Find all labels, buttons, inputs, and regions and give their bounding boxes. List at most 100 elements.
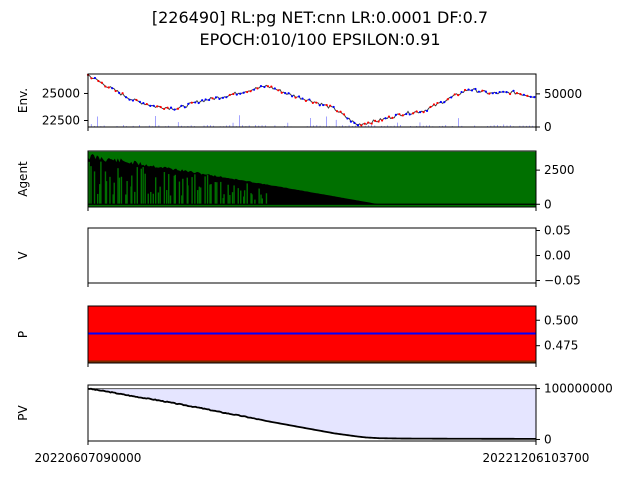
action-marker [190,101,193,104]
env-left-tick-label: 25000 [42,86,80,100]
action-marker [145,102,148,106]
action-marker [429,105,432,109]
action-marker [512,89,515,92]
action-marker [450,96,453,99]
action-marker [484,90,487,93]
action-marker [163,107,166,111]
action-marker [277,89,280,92]
action-marker [111,87,114,90]
action-marker [533,96,536,99]
pv-frame [87,384,537,442]
action-marker [291,95,294,98]
action-marker [363,122,366,125]
pv-loss-area [88,388,536,439]
action-marker [131,99,135,102]
action-marker [138,100,141,103]
action-marker [425,109,429,112]
action-marker [214,96,218,99]
action-marker [422,111,425,114]
action-marker [470,89,474,92]
action-marker [270,85,273,88]
action-marker [228,93,231,97]
action-marker [159,105,162,109]
action-marker [194,101,197,104]
action-marker [221,96,225,99]
action-marker [463,88,467,92]
action-marker [443,101,446,104]
action-marker [280,91,283,94]
action-marker [412,112,415,115]
action-marker [128,98,131,101]
action-marker [183,106,186,109]
action-marker [308,98,311,101]
action-marker [239,92,242,95]
action-marker [249,90,252,93]
action-marker [384,117,387,120]
action-marker [211,97,214,100]
action-marker [173,108,176,111]
pv-line [87,387,537,440]
env-frame [87,73,537,128]
action-marker [287,92,290,95]
action-marker [93,76,97,80]
action-marker [367,121,370,124]
action-marker [97,79,100,83]
action-marker [405,112,408,116]
action-marker [419,111,422,114]
action-marker [104,85,107,88]
action-marker [522,93,525,96]
action-marker [225,96,228,99]
action-marker [252,88,256,91]
action-marker [284,92,287,95]
action-marker [349,120,353,123]
agent-action-area-base [88,204,536,207]
policy-frame [87,305,537,364]
action-marker [232,92,235,96]
action-marker [180,104,183,107]
action-marker [505,91,508,94]
action-marker [273,87,276,90]
action-marker [332,105,335,109]
action-marker [460,90,463,94]
value-ylabel: V [16,251,30,260]
action-marker [408,113,411,116]
action-marker [439,100,442,104]
action-marker [149,104,152,107]
action-marker [90,77,93,80]
action-marker [401,114,404,117]
chart-title-line-2: EPOCH:010/100 EPSILON:0.91 [199,30,441,49]
value-frame [87,227,537,284]
env-right-tick-label: 50000 [544,87,582,101]
policy-background [88,306,536,363]
action-marker [315,101,318,104]
agent-ylabel: Agent [16,161,30,197]
action-marker [259,85,263,88]
action-marker [391,116,394,119]
action-marker [481,89,484,92]
action-marker [495,91,498,95]
action-marker [329,104,332,107]
action-marker [166,106,169,109]
action-marker [118,91,121,94]
action-marker [394,113,397,116]
env-ylabel: Env. [16,88,30,113]
action-marker [502,90,505,93]
action-marker [246,90,249,94]
env-left-tick-label: 22500 [42,114,80,128]
value-right-tick-label: 0.05 [544,224,571,238]
agent-frame [87,150,537,208]
action-marker [297,95,301,98]
action-marker [526,94,529,97]
action-marker [353,121,356,124]
pv-right-tick-label: 0 [544,432,552,446]
policy-ylabel: P [16,331,30,338]
action-marker [135,98,138,102]
action-marker [415,110,418,113]
action-marker [477,90,481,93]
action-marker [374,119,377,122]
action-marker [474,87,477,91]
action-marker [304,99,308,103]
action-marker [318,104,321,107]
action-marker [346,117,349,120]
